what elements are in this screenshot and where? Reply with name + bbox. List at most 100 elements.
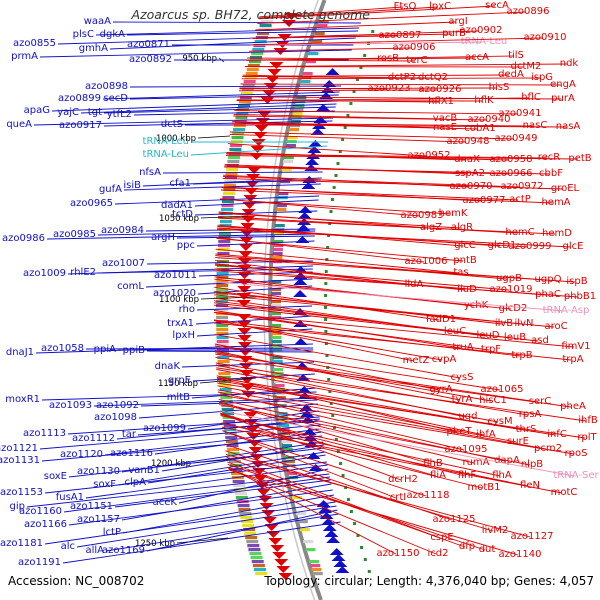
category-block [217, 252, 230, 256]
label-leader [255, 21, 457, 31]
gene-label: azo0940 [468, 114, 511, 125]
gene-label: isiB [123, 180, 141, 191]
label-leader [215, 257, 576, 283]
gene-label: azo1153 [0, 487, 43, 498]
gene-label: ilvN [515, 318, 534, 329]
ruler-label: 1150 kbp [158, 379, 198, 389]
reverse-gene-arrow [305, 158, 320, 165]
label-leader [216, 367, 587, 422]
category-block [216, 328, 229, 332]
label-leader [230, 131, 515, 140]
category-block [234, 488, 247, 492]
tick-marker [324, 306, 328, 309]
label-leader [194, 199, 319, 207]
category-block [251, 560, 264, 564]
category-block [278, 192, 289, 196]
tick-marker [324, 342, 328, 345]
forward-gene-arrow [237, 321, 252, 328]
reverse-gene-arrow [325, 68, 340, 75]
tick-marker [327, 378, 331, 381]
reverse-gene-arrow [326, 536, 341, 543]
category-block [255, 572, 268, 576]
gene-label: vanB1 [128, 465, 160, 476]
tick-marker [352, 90, 356, 93]
category-block [318, 20, 329, 24]
category-block [241, 88, 254, 92]
gene-label: azo1120 [60, 449, 103, 460]
gene-label: vacB [433, 113, 458, 124]
gene-label: leuB [504, 332, 526, 343]
category-block [238, 100, 251, 104]
label-leader [213, 304, 539, 342]
category-block [235, 492, 248, 496]
label-leader [112, 21, 361, 24]
label-leader [126, 30, 359, 36]
gene-label: ugpQ [535, 274, 562, 285]
gene-label: cvpA [432, 354, 457, 365]
category-block [293, 108, 304, 112]
gene-label: azo0958 [490, 154, 533, 165]
gene-label: ndk [560, 58, 579, 69]
gene-label: infC [547, 429, 567, 440]
label-leader [241, 77, 541, 80]
category-block [236, 112, 249, 116]
reverse-gene-arrow [322, 524, 337, 531]
gene-label: motB1 [467, 482, 500, 493]
category-block [223, 424, 236, 428]
label-leader [221, 422, 483, 489]
gene-label: nasA [556, 121, 581, 132]
category-block [216, 304, 229, 308]
forward-gene-arrow [237, 272, 252, 279]
label-leader [221, 189, 555, 204]
label-leader [76, 505, 337, 548]
category-block [232, 480, 245, 484]
label-leader [181, 361, 314, 368]
category-block [216, 296, 229, 300]
category-block [247, 64, 260, 68]
reverse-gene-arrow [318, 506, 333, 513]
category-block [238, 508, 251, 512]
category-block [221, 208, 234, 212]
gene-label: dnaJ1 [6, 347, 34, 358]
category-block [230, 468, 243, 472]
category-block [312, 40, 323, 44]
category-block [272, 356, 283, 360]
label-leader [117, 451, 326, 486]
accession-label: Accession: NC_008702 [8, 574, 144, 588]
gene-label: cysS [451, 372, 474, 383]
label-leader [231, 122, 479, 130]
category-block [218, 232, 231, 236]
category-block [271, 324, 282, 328]
gene-label: azo0899 [58, 93, 101, 104]
gene-label: clpA [125, 477, 147, 488]
tick-marker [339, 462, 343, 465]
gene-label: phbB1 [564, 291, 596, 302]
label-leader [218, 394, 575, 455]
label-leader [224, 166, 550, 175]
gene-label: rhlE2 [70, 267, 96, 278]
tick-marker [327, 234, 331, 237]
label-leader [190, 145, 328, 156]
forward-gene-arrow [261, 510, 276, 517]
gene-label: dfp [459, 541, 475, 552]
category-block [278, 420, 289, 424]
label-leader [46, 233, 316, 240]
label-leader [104, 428, 322, 456]
gene-label: groEL [551, 183, 580, 194]
tick-marker [334, 174, 338, 177]
category-block [301, 76, 312, 80]
gene-label: gyrA [429, 384, 452, 395]
gene-label: rpsA [519, 409, 542, 420]
label-leader [39, 49, 352, 58]
reverse-gene-arrow [293, 290, 308, 297]
genome-title: Azoarcus sp. BH72, complete genome [131, 7, 371, 22]
gene-label: azo0896 [507, 6, 550, 17]
category-block [218, 244, 231, 248]
gene-label: azo0898 [85, 81, 128, 92]
label-leader [51, 100, 338, 112]
gene-label: azo1116 [110, 448, 153, 459]
gene-label: azo0902 [460, 25, 503, 36]
category-block [230, 144, 243, 148]
category-block [216, 280, 229, 284]
reverse-gene-arrow [297, 212, 312, 219]
